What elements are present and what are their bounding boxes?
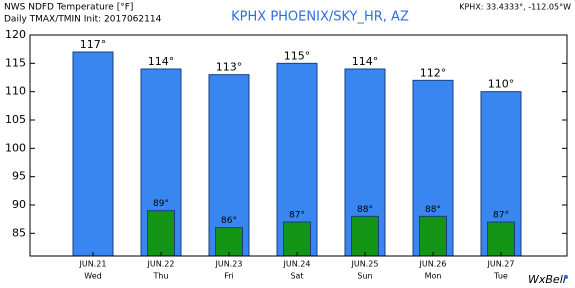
value-label: 115° [284,49,311,62]
chart-subtitle: Daily TMAX/TMIN Init: 2017062114 [4,15,162,25]
x-tick-label: JUN.27 [487,260,515,269]
x-tick-label: JUN.23 [215,260,243,269]
y-tick-label: 110 [5,85,26,98]
bar [72,51,114,257]
x-tick-sublabel: Mon [425,272,442,281]
bar [419,215,447,257]
x-tick-label: JUN.24 [283,260,311,269]
bar [215,227,243,257]
y-tick-label: 95 [12,170,26,183]
y-tick-label: 105 [5,113,26,126]
station-title: KPHX PHOENIX/SKY_HR, AZ [231,10,409,25]
value-label: 112° [420,66,447,79]
x-tick-sublabel: Tue [493,272,508,281]
x-tick-sublabel: Sun [357,272,372,281]
value-label: 88° [425,205,441,215]
bar [351,215,379,257]
y-tick-label: 115 [5,56,26,69]
y-tick-label: 120 [5,28,26,41]
value-label: 114° [148,55,175,68]
value-label: 110° [488,78,515,91]
value-label: 113° [216,61,243,74]
chart-title: NWS NDFD Temperature [°F] [4,3,133,13]
bar [487,221,515,257]
x-tick-sublabel: Fri [224,272,234,281]
y-tick-label: 85 [12,226,26,239]
x-tick-label: JUN.21 [79,260,107,269]
y-tick-label: 100 [5,141,26,154]
value-label: 86° [221,216,237,226]
x-tick-sublabel: Thu [152,272,168,281]
coordinates: KPHX: 33.4333°, -112.05°W [459,3,571,12]
bar [147,210,175,257]
x-tick-sublabel: Wed [84,272,101,281]
value-label: 117° [80,38,107,51]
bar [283,221,311,257]
x-tick-sublabel: Sat [290,272,303,281]
value-label: 87° [289,211,305,221]
logo-dot [564,275,568,279]
value-label: 88° [357,205,373,215]
value-label: 87° [493,211,509,221]
value-label: 89° [153,199,169,209]
x-tick-label: JUN.25 [351,260,379,269]
logo: WxBell [528,273,566,286]
y-tick-label: 90 [12,198,26,211]
value-label: 114° [352,55,379,68]
x-tick-label: JUN.26 [419,260,447,269]
x-tick-label: JUN.22 [147,260,175,269]
plot-frame [29,34,568,257]
